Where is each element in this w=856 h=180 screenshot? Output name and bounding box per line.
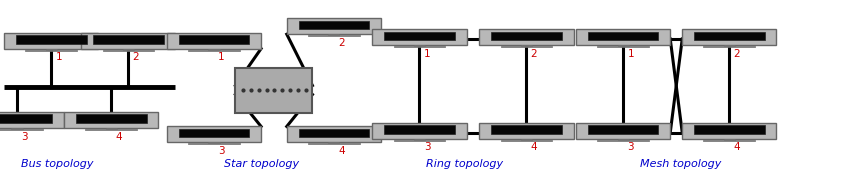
Text: 4: 4 [338, 146, 345, 156]
Text: 1: 1 [627, 49, 634, 59]
Bar [16, 35, 86, 44]
Bar [328, 34, 340, 35]
Bar [413, 45, 425, 46]
Bar [501, 46, 552, 47]
Bar [372, 29, 467, 45]
Text: 2: 2 [133, 52, 140, 62]
Bar [384, 125, 455, 134]
Bar [617, 139, 629, 140]
Text: 1: 1 [56, 52, 62, 62]
Bar [0, 112, 64, 128]
Bar [0, 129, 43, 130]
Bar [479, 123, 574, 139]
Bar [188, 143, 240, 144]
Text: 1: 1 [218, 52, 225, 62]
Bar [76, 114, 146, 123]
Bar [11, 128, 23, 129]
Bar [167, 33, 261, 49]
Bar [588, 125, 658, 134]
Bar [682, 29, 776, 45]
Bar [105, 128, 117, 129]
Bar [520, 139, 532, 140]
Text: 4: 4 [116, 132, 122, 141]
Text: 1: 1 [424, 49, 431, 59]
Bar [287, 127, 381, 142]
Bar [576, 29, 670, 45]
Bar [501, 140, 552, 141]
Bar [394, 140, 445, 141]
Bar [617, 45, 629, 46]
Bar [372, 123, 467, 139]
Bar [299, 129, 369, 138]
Bar [704, 46, 755, 47]
Text: Bus topology: Bus topology [21, 159, 94, 169]
Bar [93, 35, 163, 44]
Text: 3: 3 [627, 142, 634, 152]
Bar [394, 46, 445, 47]
Bar [479, 29, 574, 45]
Bar [299, 21, 369, 30]
Text: 4: 4 [734, 142, 740, 152]
Bar [103, 50, 154, 51]
Bar [384, 32, 455, 40]
Bar [704, 140, 755, 141]
Text: Ring topology: Ring topology [426, 159, 503, 169]
Bar [179, 35, 249, 44]
Bar [597, 140, 649, 141]
Bar [208, 49, 220, 50]
Bar [86, 129, 137, 130]
Bar [723, 139, 735, 140]
Text: 2: 2 [338, 38, 345, 48]
Bar [694, 125, 764, 134]
Bar [588, 32, 658, 40]
Text: 3: 3 [21, 132, 28, 141]
Bar [188, 50, 240, 51]
Bar [576, 123, 670, 139]
Bar [597, 46, 649, 47]
Bar [122, 49, 134, 50]
Bar [308, 35, 360, 36]
Text: Mesh topology: Mesh topology [640, 159, 722, 169]
Bar [520, 45, 532, 46]
Text: Star topology: Star topology [224, 159, 300, 169]
Bar [81, 33, 175, 49]
Text: 4: 4 [531, 142, 538, 152]
Bar [0, 114, 52, 123]
Bar [235, 68, 312, 112]
Bar [287, 19, 381, 34]
Text: 3: 3 [424, 142, 431, 152]
Bar [64, 112, 158, 128]
Bar [4, 33, 98, 49]
Text: 2: 2 [734, 49, 740, 59]
Text: 3: 3 [218, 146, 225, 156]
Bar [208, 142, 220, 143]
Bar [167, 127, 261, 142]
Bar [26, 50, 77, 51]
Bar [491, 32, 562, 40]
Bar [328, 142, 340, 143]
Bar [45, 49, 57, 50]
Bar [694, 32, 764, 40]
Bar [179, 129, 249, 138]
Bar [308, 143, 360, 144]
Bar [723, 45, 735, 46]
Bar [491, 125, 562, 134]
Bar [413, 139, 425, 140]
Bar [682, 123, 776, 139]
Text: 2: 2 [531, 49, 538, 59]
